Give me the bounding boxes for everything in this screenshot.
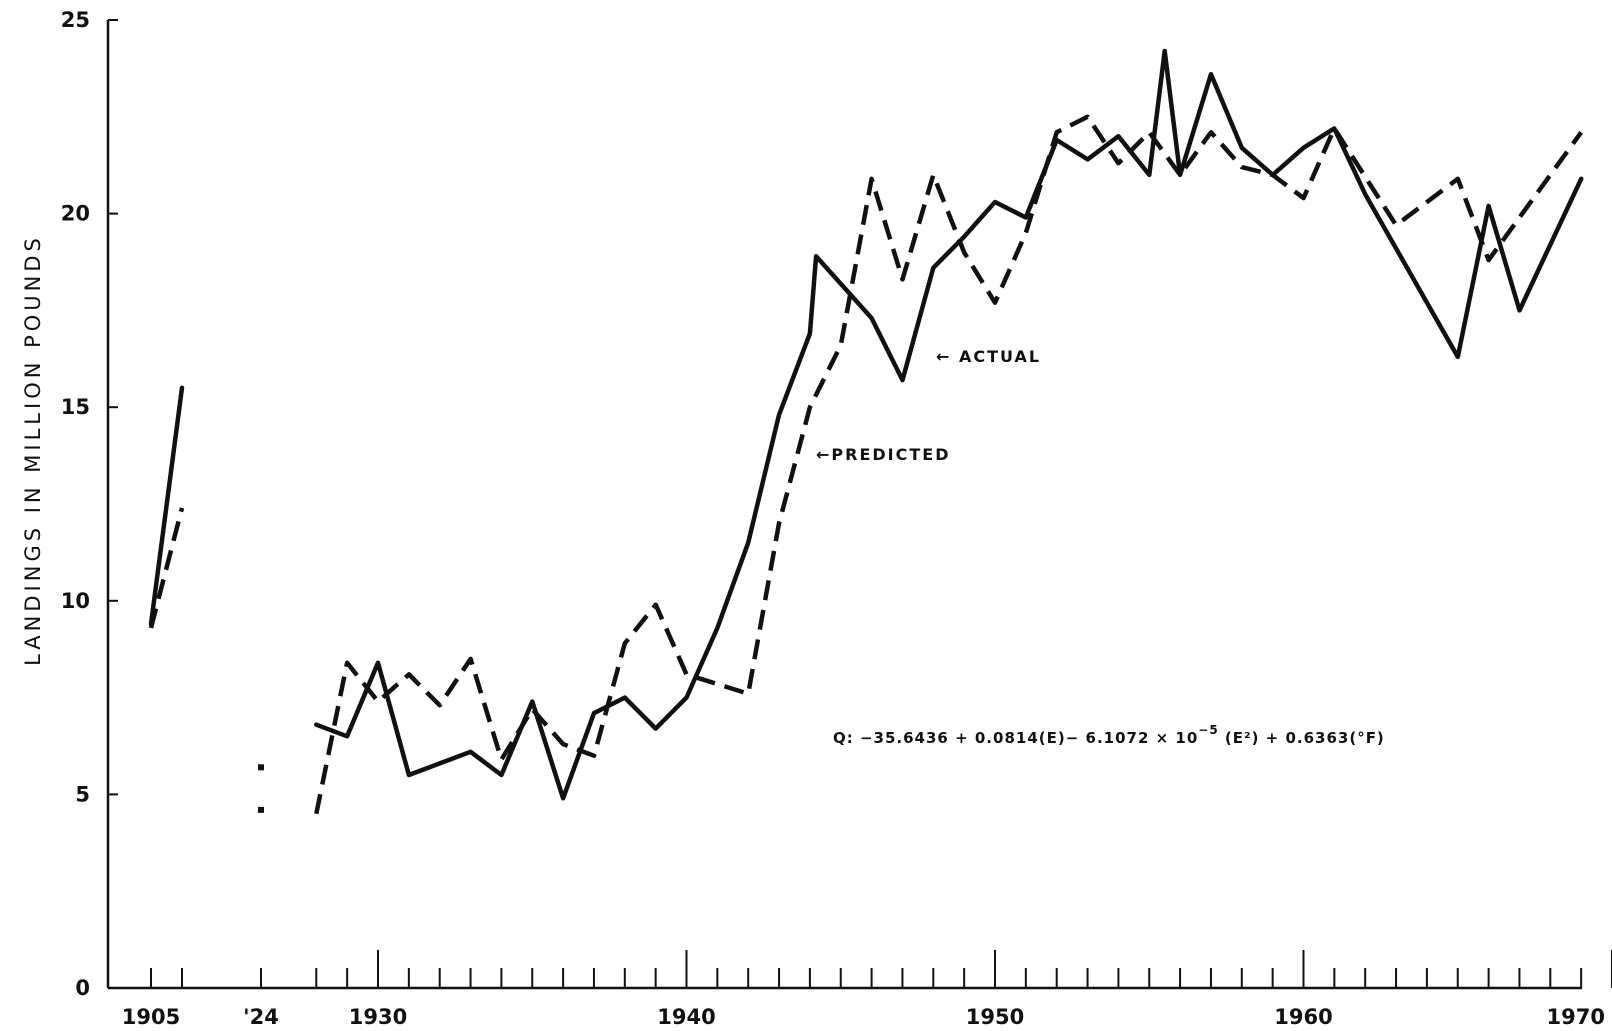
annotation-predicted: ←PREDICTED xyxy=(816,445,950,464)
x-tick-label-4: 1950 xyxy=(966,1005,1024,1029)
equation-suffix: (E²) + 0.6363(°F) xyxy=(1219,729,1385,747)
y-tick-label-15: 15 xyxy=(61,395,90,419)
axes xyxy=(106,20,1582,990)
line-predicted-segment-3 xyxy=(314,114,1584,815)
point-predicted-2 xyxy=(258,806,264,813)
point-predicted-1 xyxy=(258,764,264,771)
y-tick-label-10: 10 xyxy=(61,589,90,613)
x-tick-label-2: 1930 xyxy=(349,1005,407,1029)
annotation-actual-label: ← ACTUAL xyxy=(936,347,1041,366)
y-axis-title: LANDINGS IN MILLION POUNDS xyxy=(21,234,45,666)
x-tick-label-1: '24 xyxy=(243,1005,279,1029)
x-tick-label-0: 1905 xyxy=(122,1005,180,1029)
y-ticks: 0 5 10 15 20 25 xyxy=(61,8,118,1000)
annotation-actual: ← ACTUAL xyxy=(936,347,1041,366)
y-tick-label-0: 0 xyxy=(75,976,90,1000)
equation-prefix: Q: −35.6436 + 0.0814(E)− 6.1072 × 10 xyxy=(833,729,1198,747)
regression-equation: Q: −35.6436 + 0.0814(E)− 6.1072 × 10−5 (… xyxy=(833,723,1385,747)
line-actual-segment-1 xyxy=(314,48,1584,801)
line-predicted-segment-0 xyxy=(148,507,185,629)
x-tick-label-6: 1970 xyxy=(1547,1005,1605,1029)
x-tick-label-5: 1960 xyxy=(1274,1005,1332,1029)
series-layer xyxy=(148,48,1584,815)
x-tick-label-3: 1940 xyxy=(657,1005,715,1029)
y-tick-label-20: 20 xyxy=(61,202,90,226)
series-actual xyxy=(148,48,1584,801)
y-tick-label-25: 25 xyxy=(61,8,90,32)
line-actual-segment-0 xyxy=(148,385,185,627)
annotation-predicted-label: ←PREDICTED xyxy=(816,445,950,464)
series-predicted xyxy=(148,114,1584,815)
x-ticks: 1905 '24 1930 1940 1950 1960 1970 xyxy=(122,950,1612,1029)
y-tick-label-5: 5 xyxy=(75,782,90,806)
equation-exponent: −5 xyxy=(1198,723,1218,737)
